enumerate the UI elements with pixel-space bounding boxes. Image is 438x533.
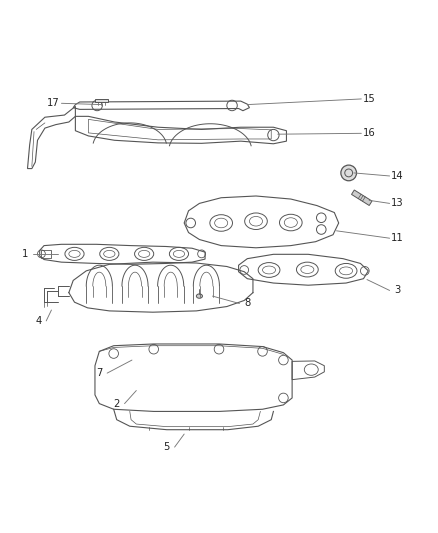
Text: 15: 15 xyxy=(363,94,375,104)
Text: 13: 13 xyxy=(391,198,404,208)
Text: 5: 5 xyxy=(163,442,170,452)
Polygon shape xyxy=(352,190,372,206)
Text: 8: 8 xyxy=(244,298,251,309)
Text: 14: 14 xyxy=(391,171,404,181)
Polygon shape xyxy=(95,99,108,102)
Text: 1: 1 xyxy=(22,249,28,260)
Text: 2: 2 xyxy=(113,399,120,409)
Text: 7: 7 xyxy=(96,368,102,378)
Text: 17: 17 xyxy=(47,98,60,108)
Text: 11: 11 xyxy=(391,233,404,243)
Text: 16: 16 xyxy=(363,128,375,139)
Text: 3: 3 xyxy=(394,286,401,295)
Circle shape xyxy=(341,165,357,181)
Text: 4: 4 xyxy=(35,316,42,326)
Ellipse shape xyxy=(196,294,202,298)
